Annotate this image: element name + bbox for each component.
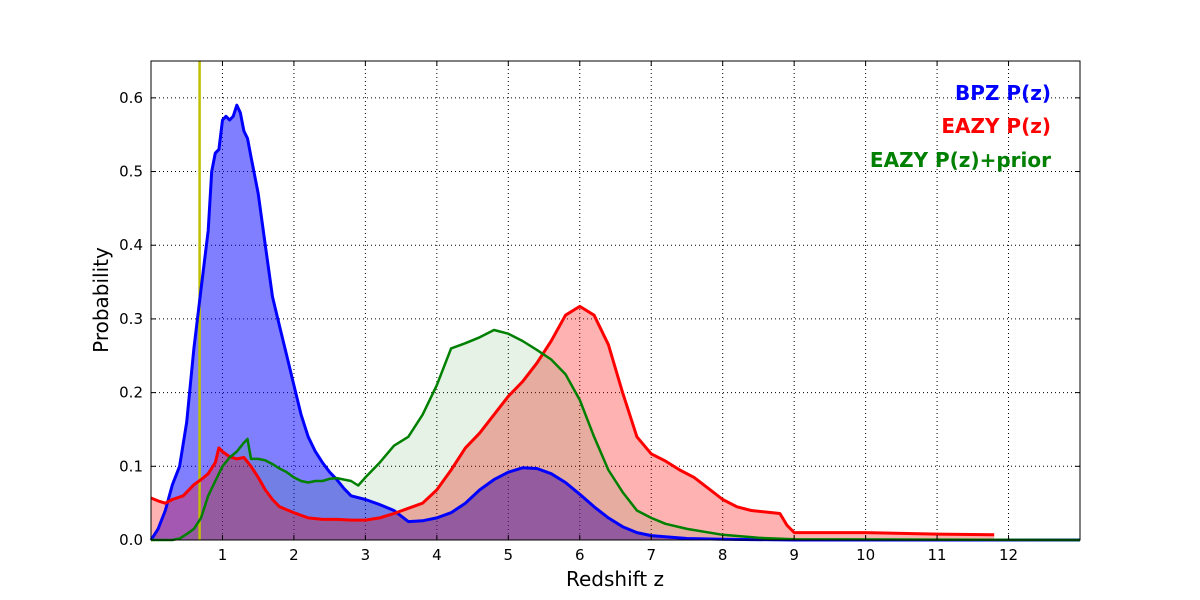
legend: BPZ P(z) EAZY P(z) EAZY P(z)+prior	[870, 81, 1051, 172]
legend-entry-eazy: EAZY P(z)	[941, 114, 1051, 138]
x-tick-label: 10	[856, 546, 875, 564]
x-axis-label: Redshift z	[566, 567, 664, 591]
y-tick-label: 0.0	[119, 531, 143, 549]
y-tick-label: 0.6	[119, 89, 143, 107]
x-tick-label: 9	[789, 546, 799, 564]
series-fill-eazy-prior	[151, 330, 1080, 540]
grid-lines	[151, 61, 1080, 540]
x-tick-label: 7	[646, 546, 656, 564]
legend-entry-eazy-prior: EAZY P(z)+prior	[870, 148, 1051, 172]
y-tick-label: 0.3	[119, 310, 143, 328]
x-tick-label: 11	[928, 546, 947, 564]
x-tick-label: 5	[504, 546, 514, 564]
legend-entry-bpz: BPZ P(z)	[955, 81, 1051, 105]
plot-frame	[150, 60, 1081, 541]
series-line-eazy-prior	[151, 328, 1081, 542]
y-tick-label: 0.1	[119, 457, 143, 475]
series-fill-eazy	[151, 306, 995, 540]
y-tick-label: 0.5	[119, 163, 143, 181]
x-tick-label: 2	[289, 546, 299, 564]
series-line-eazy	[150, 304, 995, 537]
tick-labels: 1 2 3 4 5 6 7 8 9 10 11 120.00.10.20.30.40.50.6	[119, 89, 1018, 564]
x-tick-label: 3	[361, 546, 371, 564]
x-tick-label: 12	[999, 546, 1018, 564]
series-fill-bpz	[151, 105, 1080, 540]
y-axis-label: Probability	[89, 247, 113, 353]
series-line-bpz	[149, 103, 1080, 542]
series-fills	[151, 105, 1080, 540]
axis-ticks	[151, 61, 1080, 541]
x-tick-label: 1	[218, 546, 228, 564]
x-tick-label: 4	[432, 546, 442, 564]
x-tick-label: 6	[575, 546, 585, 564]
series-lines	[149, 103, 1081, 542]
y-tick-label: 0.4	[119, 236, 143, 254]
x-tick-label: 8	[718, 546, 728, 564]
y-tick-label: 0.2	[119, 384, 143, 402]
